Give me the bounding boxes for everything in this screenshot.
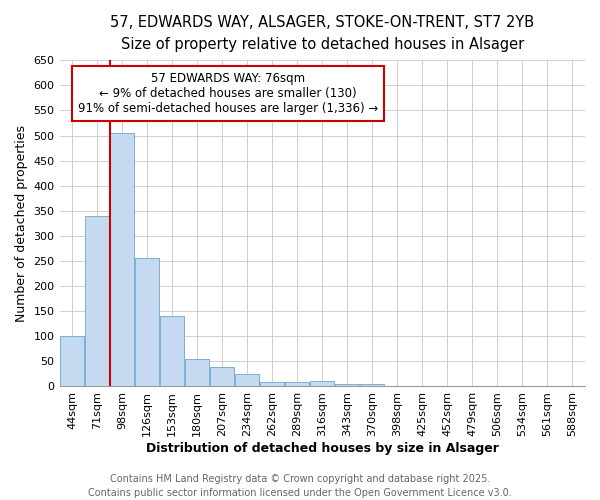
Bar: [260, 382, 284, 386]
Bar: [361, 384, 384, 386]
Bar: [185, 359, 209, 386]
Text: Contains HM Land Registry data © Crown copyright and database right 2025.
Contai: Contains HM Land Registry data © Crown c…: [88, 474, 512, 498]
Bar: [160, 316, 184, 386]
Title: 57, EDWARDS WAY, ALSAGER, STOKE-ON-TRENT, ST7 2YB
Size of property relative to d: 57, EDWARDS WAY, ALSAGER, STOKE-ON-TRENT…: [110, 15, 535, 52]
Bar: [310, 382, 334, 386]
Text: 57 EDWARDS WAY: 76sqm
← 9% of detached houses are smaller (130)
91% of semi-deta: 57 EDWARDS WAY: 76sqm ← 9% of detached h…: [77, 72, 378, 114]
Bar: [60, 336, 84, 386]
Bar: [85, 216, 109, 386]
Y-axis label: Number of detached properties: Number of detached properties: [15, 125, 28, 322]
Bar: [210, 368, 234, 386]
Bar: [286, 382, 309, 386]
X-axis label: Distribution of detached houses by size in Alsager: Distribution of detached houses by size …: [146, 442, 499, 455]
Bar: [335, 384, 359, 386]
Bar: [235, 374, 259, 386]
Bar: [110, 133, 134, 386]
Bar: [135, 258, 159, 386]
